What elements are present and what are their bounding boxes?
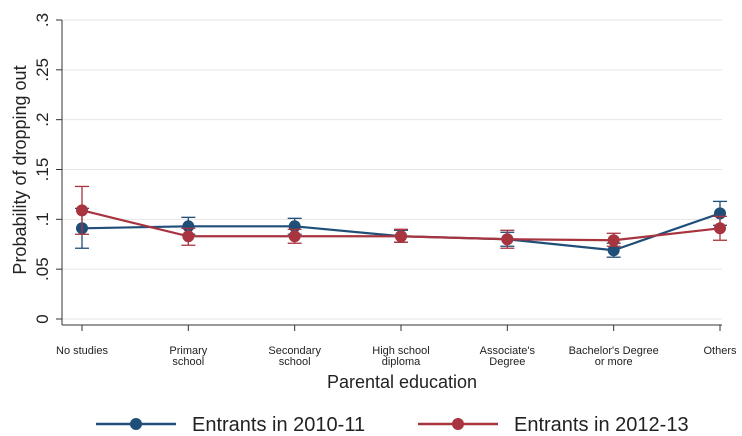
y-tick-label: .3 bbox=[33, 13, 52, 27]
legend-swatch-marker bbox=[130, 418, 142, 430]
legend-entry-2010-11: Entrants in 2010-11 bbox=[96, 414, 365, 436]
x-tick-label: Associate's Degree bbox=[480, 345, 536, 368]
axes bbox=[56, 19, 722, 331]
x-tick-label: High school diploma bbox=[372, 345, 429, 368]
x-tick-label: No studies bbox=[56, 345, 108, 357]
x-axis-title: Parental education bbox=[327, 372, 477, 392]
legend-entry-2012-13: Entrants in 2012-13 bbox=[418, 414, 689, 436]
x-tick-label: Others bbox=[703, 345, 737, 357]
legend-swatch-marker bbox=[452, 418, 464, 430]
series-layer bbox=[75, 185, 727, 258]
data-point bbox=[182, 230, 195, 243]
x-tick-labels: No studies Primary school Secondary school Hi… bbox=[56, 345, 737, 368]
y-axis-title: Probability of dropping out bbox=[10, 65, 30, 274]
x-tick-label: Bachelor's Degree or more bbox=[569, 345, 659, 368]
legend: Entrants in 2010-11 Entrants in 2012-13 bbox=[96, 414, 689, 436]
legend-label: Entrants in 2012-13 bbox=[514, 414, 689, 436]
y-tick-label: .1 bbox=[33, 212, 52, 226]
data-point bbox=[288, 230, 301, 243]
x-tick-label: Primary school bbox=[169, 345, 207, 368]
series-2 bbox=[75, 185, 727, 249]
legend-label: Entrants in 2010-11 bbox=[192, 414, 365, 436]
data-point bbox=[607, 244, 620, 257]
y-tick-label: .2 bbox=[33, 113, 52, 127]
x-tick-label: Secondary school bbox=[268, 345, 321, 368]
y-tick-label: .15 bbox=[33, 158, 52, 182]
data-point bbox=[395, 230, 407, 243]
data-point bbox=[76, 204, 88, 217]
data-point bbox=[501, 233, 514, 246]
y-tick-label: .25 bbox=[33, 58, 52, 82]
gridlines bbox=[62, 19, 722, 320]
y-tick-label: 0 bbox=[33, 314, 52, 323]
y-tick-label: .05 bbox=[33, 257, 52, 281]
data-point bbox=[714, 222, 726, 235]
data-point bbox=[607, 234, 620, 247]
y-tick-labels: 0 .05 .1 .15 .2 .25 .3 bbox=[33, 13, 52, 324]
data-point bbox=[182, 220, 195, 233]
